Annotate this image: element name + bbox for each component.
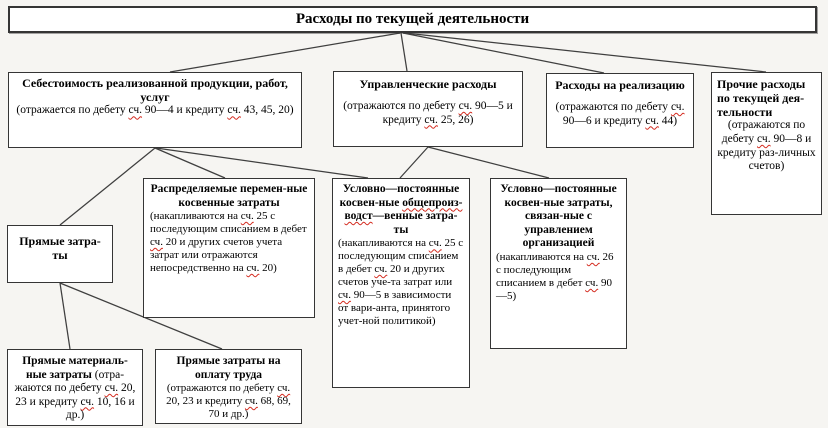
node-fixed-indirect-management-body: (накапливаются на сч. 26 с последующим с… xyxy=(496,250,614,302)
node-distributed-variable-indirect-body: (накапливаются на сч. 25 с последующим с… xyxy=(150,210,307,274)
node-direct-labor: Прямые затраты на оплату труда (отражают… xyxy=(155,349,302,424)
node-direct-labor-title: Прямые затраты на оплату труда xyxy=(176,355,281,381)
node-direct-material: Прямые материаль-ные затраты (отра-жаютс… xyxy=(7,349,143,426)
edge-cost-of-sales-to-direct-costs xyxy=(59,147,156,226)
node-fixed-indirect-production: Условно—постоянные косвен-ные общепроиз-… xyxy=(332,178,470,388)
node-distributed-variable-indirect: Распределяемые перемен-ные косвенные зат… xyxy=(143,178,315,318)
edge-title-bar-to-other-expenses xyxy=(404,32,767,73)
node-management-expenses-body: (отражаются по дебету сч. 90—5 и кредиту… xyxy=(343,100,513,126)
edge-cost-of-sales-to-fixed-indirect-production xyxy=(155,147,369,179)
node-selling-expenses-title: Расходы на реализацию xyxy=(555,78,685,92)
node-other-expenses-title: Прочие расходы по текущей дея-тельности xyxy=(717,77,806,120)
node-selling-expenses: Расходы на реализацию (отражаются по деб… xyxy=(546,73,694,148)
node-fixed-indirect-management-title: Условно—постоянные косвен-ные затраты, с… xyxy=(500,183,617,250)
node-selling-expenses-body: (отражаются по дебету сч. 90—6 и кредиту… xyxy=(555,101,685,127)
node-management-expenses: Управленческие расходы (отражаются по де… xyxy=(333,71,523,147)
node-other-expenses-body: (отражаются по дебету сч. 90—8 и кредиту… xyxy=(717,119,816,173)
node-title-bar: Расходы по текущей деятельности xyxy=(8,6,817,33)
node-direct-labor-body: (отражаются по дебету сч. 20, 23 и креди… xyxy=(166,382,291,421)
node-direct-costs: Прямые затра-ты xyxy=(7,225,113,283)
edge-direct-costs-to-direct-material xyxy=(59,282,71,350)
node-distributed-variable-indirect-title: Распределяемые перемен-ные косвенные зат… xyxy=(150,183,308,209)
node-fixed-indirect-production-title: Условно—постоянные косвен-ные общепроиз-… xyxy=(339,183,463,236)
node-direct-material-body: (отра-жаются по дебету сч. 20, 23 и кред… xyxy=(14,368,136,422)
node-cost-of-sales: Себестоимость реализованной продукции, р… xyxy=(8,72,302,148)
node-other-expenses: Прочие расходы по текущей дея-тельности … xyxy=(711,72,822,215)
edge-title-bar-to-management-expenses xyxy=(400,32,408,72)
page-title: Расходы по текущей деятельности xyxy=(295,10,530,27)
node-direct-costs-title: Прямые затра-ты xyxy=(19,234,101,263)
edge-management-expenses-to-fixed-indirect-production xyxy=(399,146,429,179)
node-direct-material-title: Прямые материаль-ные затраты xyxy=(22,355,128,381)
edge-management-expenses-to-fixed-indirect-management xyxy=(427,146,550,179)
edge-title-bar-to-selling-expenses xyxy=(402,32,605,74)
edge-cost-of-sales-to-distributed-variable-indirect xyxy=(154,147,226,179)
node-cost-of-sales-body: (отражается по дебету сч. 90—4 и кредиту… xyxy=(16,104,294,117)
edge-title-bar-to-cost-of-sales xyxy=(169,32,401,73)
node-fixed-indirect-production-body: (накапливаются на сч. 25 с последующим с… xyxy=(338,237,464,328)
node-fixed-indirect-management: Условно—постоянные косвен-ные затраты, с… xyxy=(490,178,627,349)
node-cost-of-sales-title: Себестоимость реализованной продукции, р… xyxy=(22,76,288,105)
node-management-expenses-title: Управленческие расходы xyxy=(359,77,497,91)
